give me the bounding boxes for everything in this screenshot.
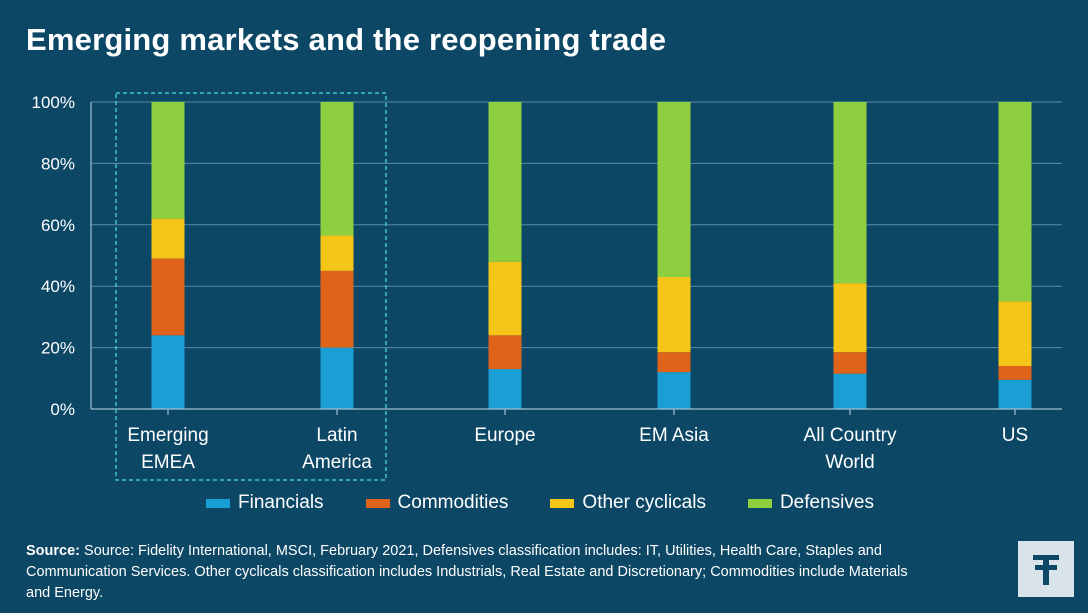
x-axis: [90, 102, 1062, 415]
bar-financials: [488, 369, 522, 409]
bar-financials: [151, 335, 185, 409]
source-text: Source: Fidelity International, MSCI, Fe…: [26, 543, 908, 601]
bar-defensives: [488, 102, 522, 262]
y-tick-label: 20%: [41, 339, 75, 358]
bar-financials: [998, 379, 1032, 409]
page-title: Emerging markets and the reopening trade: [26, 22, 667, 57]
bar-defensives: [657, 102, 691, 277]
x-tick-label-line: All Country: [804, 425, 897, 446]
highlight-box: [115, 92, 387, 481]
x-axis-labels: Emerging EMEA Latin America Europe EM Asia All…: [127, 425, 1028, 473]
bar-other-cyclicals: [833, 283, 867, 353]
source-label: Source:: [26, 543, 80, 559]
x-tick-label: Emerging EMEA: [127, 425, 208, 473]
bar-other-cyclicals: [657, 276, 691, 353]
bar-other-cyclicals: [998, 301, 1032, 367]
legend-item-financials: Financials: [206, 492, 324, 514]
legend-swatch-other-cyclicals: [550, 498, 575, 508]
legend-swatch-commodities: [365, 498, 390, 508]
bar-defensives: [833, 102, 867, 284]
bar-financials: [833, 373, 867, 409]
legend-swatch-financials: [206, 498, 230, 508]
bar-financials: [657, 372, 691, 409]
legend: Financials Commodities Other cyclicals D…: [206, 491, 874, 515]
legend-label-other-cyclicals: Other cyclicals: [582, 492, 706, 513]
legend-item-other-cyclicals: Other cyclicals: [550, 492, 706, 514]
bar-commodities: [488, 335, 522, 370]
y-tick-label: 40%: [41, 277, 75, 296]
bars: [151, 102, 1032, 409]
bar-commodities: [833, 352, 867, 374]
legend-label-financials: Financials: [238, 492, 324, 513]
y-tick-label: 0%: [50, 400, 75, 419]
bar-commodities: [998, 366, 1032, 380]
fidelity-f-icon: [1033, 555, 1059, 585]
legend-label-commodities: Commodities: [397, 492, 509, 513]
x-tick-label-line: America: [302, 452, 372, 473]
bar-financials: [320, 347, 354, 409]
source-note: Source: Source: Fidelity International, …: [26, 541, 926, 604]
y-axis-ticks: 0% 20% 40% 60% 80% 100%: [32, 93, 75, 419]
bar-commodities: [320, 270, 354, 348]
bar-defensives: [998, 102, 1032, 302]
bar-other-cyclicals: [320, 235, 354, 271]
bar-commodities: [151, 258, 185, 336]
x-tick-label-line: Europe: [474, 425, 535, 446]
bar-defensives: [151, 102, 185, 219]
bar-commodities: [657, 352, 691, 373]
legend-item-defensives: Defensives: [747, 492, 874, 514]
x-tick-label-line: Latin: [316, 425, 357, 446]
y-tick-label: 80%: [41, 154, 75, 173]
x-tick-label: EM Asia: [639, 425, 709, 446]
x-tick-label: Europe: [474, 425, 535, 446]
x-tick-label-line: EM Asia: [639, 425, 709, 446]
y-tick-label: 100%: [32, 93, 75, 112]
x-tick-label-line: World: [825, 452, 874, 473]
logo: [1018, 541, 1074, 597]
x-tick-label: Latin America: [302, 425, 372, 473]
legend-swatch-defensives: [747, 498, 772, 508]
x-tick-label-line: Emerging: [127, 425, 208, 446]
x-tick-label: US: [1002, 425, 1028, 446]
grid-lines: [91, 101, 1062, 349]
y-tick-label: 60%: [41, 216, 75, 235]
bar-other-cyclicals: [488, 261, 522, 336]
x-tick-label-line: US: [1002, 425, 1028, 446]
legend-item-commodities: Commodities: [365, 492, 509, 514]
x-tick-label: All Country World: [804, 425, 897, 473]
bar-defensives: [320, 102, 354, 236]
x-tick-label-line: EMEA: [141, 452, 195, 473]
legend-label-defensives: Defensives: [779, 492, 874, 513]
bar-other-cyclicals: [151, 218, 185, 259]
